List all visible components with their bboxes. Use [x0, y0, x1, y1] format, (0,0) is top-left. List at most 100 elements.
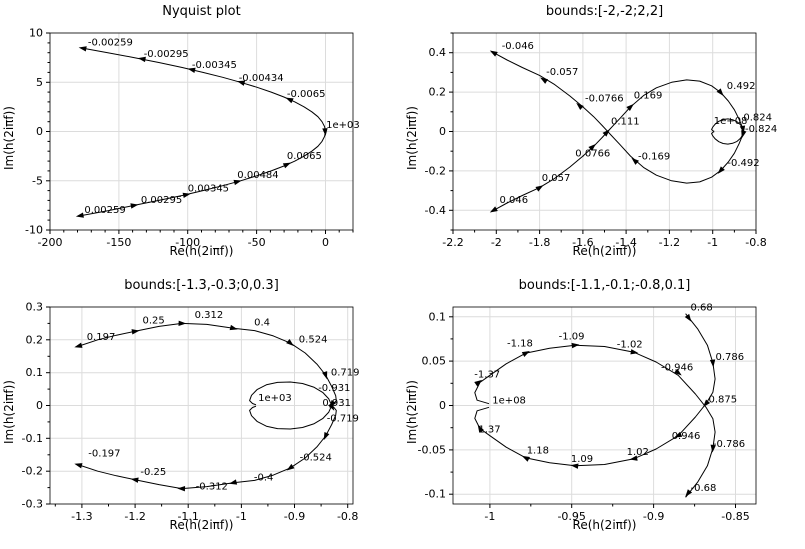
plot2-y-axis-label: Im(h(2iπf)) [405, 106, 419, 170]
svg-text:-1.8: -1.8 [529, 236, 550, 249]
svg-text:-0.931: -0.931 [318, 383, 350, 394]
svg-text:0.824: 0.824 [743, 112, 772, 123]
svg-text:-0.00434: -0.00434 [239, 73, 284, 84]
svg-text:0.68: 0.68 [691, 303, 713, 314]
svg-text:-0.197: -0.197 [88, 449, 120, 460]
svg-text:-200: -200 [38, 236, 63, 249]
svg-text:0.00259: 0.00259 [84, 205, 125, 216]
svg-text:0: 0 [439, 399, 446, 412]
plot3-canvas: -1.3 -1.2 -1.1 -1 -0.9 -0.8 -0.3 -0.2 -0.1 0 0.1 0.… [22, 301, 360, 524]
svg-text:-0.824: -0.824 [745, 124, 777, 135]
svg-text:1e+03: 1e+03 [326, 120, 360, 131]
svg-text:-5: -5 [32, 174, 43, 187]
plot2-title: bounds:[-2,-2;2,2] [545, 4, 664, 19]
svg-text:-1.3: -1.3 [71, 510, 92, 523]
svg-text:0.312: 0.312 [195, 310, 224, 321]
svg-text:-0.4: -0.4 [254, 473, 274, 484]
svg-text:0.197: 0.197 [87, 332, 116, 343]
svg-text:0.719: 0.719 [331, 367, 360, 378]
svg-text:0.2: 0.2 [429, 86, 447, 99]
svg-text:-0.1: -0.1 [22, 432, 43, 445]
subplot-nyquist-full: -200 -150 -100 -50 0 -10 -5 0 5 10 -0.00259 -0.0029… [0, 0, 402, 275]
svg-text:0.046: 0.046 [500, 195, 529, 206]
svg-text:-0.0065: -0.0065 [287, 89, 326, 100]
svg-text:-0.1: -0.1 [425, 488, 446, 501]
svg-text:-0.25: -0.25 [140, 467, 166, 478]
svg-text:10: 10 [29, 27, 43, 40]
svg-text:-0.95: -0.95 [557, 510, 585, 523]
svg-text:0.786: 0.786 [716, 352, 745, 363]
svg-text:-0.169: -0.169 [638, 152, 670, 163]
svg-text:-1: -1 [484, 510, 495, 523]
svg-text:1e+08: 1e+08 [714, 116, 748, 127]
svg-text:-0.786: -0.786 [713, 439, 745, 450]
svg-text:-0.057: -0.057 [546, 67, 578, 78]
svg-text:-0.85: -0.85 [721, 510, 749, 523]
svg-text:-100: -100 [175, 236, 200, 249]
svg-text:-0.8: -0.8 [745, 236, 766, 249]
svg-text:-1.2: -1.2 [124, 510, 145, 523]
subplot-bounds-11-01: -1 -0.95 -0.9 -0.85 -0.1 -0.05 0 0.05 0.1 0.68 0.7… [403, 274, 805, 549]
svg-text:5: 5 [36, 76, 43, 89]
plot3-y-axis-label: Im(h(2iπf)) [2, 380, 16, 444]
svg-text:-0.05: -0.05 [418, 443, 446, 456]
svg-text:-0.2: -0.2 [425, 164, 446, 177]
svg-text:-1.1: -1.1 [177, 510, 198, 523]
svg-text:0.0766: 0.0766 [575, 149, 610, 160]
plot3-x-axis-label: Re(h(2iπf)) [169, 518, 234, 532]
svg-text:-1.02: -1.02 [617, 339, 643, 350]
svg-text:0.946: 0.946 [672, 431, 701, 442]
svg-text:-1.18: -1.18 [507, 339, 533, 350]
svg-text:0.0065: 0.0065 [287, 151, 322, 162]
svg-text:-1.6: -1.6 [572, 236, 593, 249]
plot4-y-axis-label: Im(h(2iπf)) [405, 380, 419, 444]
svg-text:0.524: 0.524 [299, 335, 328, 346]
plot2-x-axis-label: Re(h(2iπf)) [572, 244, 637, 258]
svg-text:-0.492: -0.492 [727, 158, 759, 169]
svg-text:0.00295: 0.00295 [141, 195, 182, 206]
svg-text:-0.719: -0.719 [327, 414, 359, 425]
plot4-x-axis-label: Re(h(2iπf)) [572, 518, 637, 532]
svg-text:0: 0 [36, 125, 43, 138]
svg-text:-0.312: -0.312 [196, 482, 228, 493]
svg-text:-0.9: -0.9 [643, 510, 664, 523]
svg-text:-0.00295: -0.00295 [144, 49, 189, 60]
svg-text:0: 0 [439, 125, 446, 138]
svg-text:1.37: 1.37 [478, 425, 500, 436]
plot1-x-axis-label: Re(h(2iπf)) [169, 244, 234, 258]
svg-text:1.18: 1.18 [527, 445, 549, 456]
svg-text:0.057: 0.057 [542, 173, 571, 184]
svg-text:-0.68: -0.68 [691, 483, 717, 494]
svg-text:0.00484: 0.00484 [237, 170, 278, 181]
svg-text:-1: -1 [707, 236, 718, 249]
plot1-canvas: -200 -150 -100 -50 0-10-50510-0.00259-0.0029… [25, 27, 360, 250]
subplot-bounds-2-2: -2.2 -2 -1.8 -1.6 -1.4 -1.2 -1 -0.8 -0.4 -0.2 0 0.2… [403, 0, 805, 275]
svg-text:-1.2: -1.2 [659, 236, 680, 249]
plot2-canvas: -2.2 -2 -1.8 -1.6 -1.4 -1.2 -1 -0.8 -0.4 -0.2 0 0.2… [425, 32, 777, 249]
svg-text:0.111: 0.111 [611, 117, 640, 128]
svg-text:1e+08: 1e+08 [492, 395, 526, 406]
svg-text:-0.00345: -0.00345 [192, 60, 237, 71]
svg-text:-1.4: -1.4 [615, 236, 636, 249]
svg-text:-0.9: -0.9 [284, 510, 305, 523]
svg-text:1.09: 1.09 [571, 454, 593, 465]
svg-text:-0.046: -0.046 [502, 41, 534, 52]
subplot-bounds-13-03: -1.3 -1.2 -1.1 -1 -0.9 -0.8 -0.3 -0.2 -0.1 0 0.1 0.… [0, 274, 402, 549]
svg-text:0.4: 0.4 [254, 317, 270, 328]
svg-text:0.4: 0.4 [429, 46, 447, 59]
svg-text:0.25: 0.25 [143, 316, 165, 327]
svg-text:-50: -50 [248, 236, 266, 249]
svg-text:-10: -10 [25, 224, 43, 237]
svg-text:-0.4: -0.4 [425, 204, 446, 217]
svg-text:-0.0766: -0.0766 [585, 94, 624, 105]
plot3-title: bounds:[-1.3,-0.3;0,0.3] [124, 278, 279, 293]
svg-text:0.1: 0.1 [26, 366, 44, 379]
svg-text:0.875: 0.875 [709, 394, 738, 405]
plot1-y-axis-label: Im(h(2iπf)) [2, 106, 16, 170]
svg-text:0.492: 0.492 [727, 81, 756, 92]
svg-text:-150: -150 [106, 236, 131, 249]
svg-text:0.169: 0.169 [634, 91, 663, 102]
svg-text:-2: -2 [491, 236, 502, 249]
svg-text:-0.3: -0.3 [22, 498, 43, 511]
svg-text:-0.946: -0.946 [661, 362, 693, 373]
